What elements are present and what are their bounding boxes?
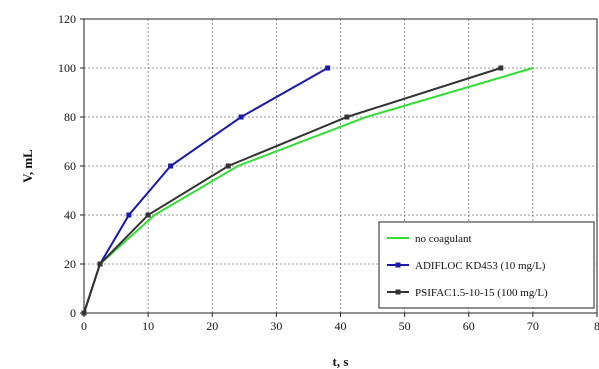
y-tick-label: 60 (64, 159, 76, 173)
x-tick-label: 70 (527, 319, 539, 333)
data-point (344, 114, 350, 120)
series-group (81, 65, 534, 316)
legend-item: no coagulant (387, 233, 472, 245)
legend-item: PSIFAC1.5-10-15 (100 mg/L) (387, 287, 548, 299)
x-tick-label: 8 (594, 319, 599, 333)
y-tick-label: 20 (64, 257, 76, 271)
x-tick-label: 50 (399, 319, 411, 333)
data-point (81, 310, 87, 316)
data-point (325, 65, 331, 71)
data-point (168, 163, 174, 169)
x-tick-label: 30 (270, 319, 282, 333)
series-3 (81, 65, 504, 316)
x-tick-label: 0 (81, 319, 87, 333)
legend-label: no coagulant (415, 233, 472, 245)
legend-item: ADIFLOC KD453 (10 mg/L) (387, 260, 546, 272)
x-axis: 0 10 20 30 40 50 60 70 8 (81, 313, 599, 333)
series-line (83, 67, 329, 314)
data-point (126, 212, 132, 218)
legend-box (378, 221, 595, 309)
x-axis-title: t, s (333, 354, 349, 369)
series-line (83, 67, 502, 314)
legend-label: PSIFAC1.5-10-15 (100 mg/L) (415, 287, 548, 299)
legend: no coagulant ADIFLOC KD453 (10 mg/L) PSIFA… (378, 221, 595, 309)
data-point (97, 261, 103, 267)
y-tick-label: 80 (64, 110, 76, 124)
x-tick-label: 60 (463, 319, 475, 333)
x-tick-label: 20 (206, 319, 218, 333)
y-axis-title: V, mL (20, 149, 35, 183)
y-tick-label: 40 (64, 208, 76, 222)
y-axis: 0 20 40 60 80 100 120 (58, 12, 84, 320)
legend-label: ADIFLOC KD453 (10 mg/L) (415, 260, 546, 272)
series-2 (81, 65, 331, 316)
data-point (498, 65, 504, 71)
y-tick-label: 100 (58, 61, 76, 75)
legend-marker (395, 289, 401, 295)
x-tick-label: 10 (142, 319, 154, 333)
data-point (145, 212, 151, 218)
y-tick-label: 0 (70, 306, 76, 320)
data-point (225, 163, 231, 169)
y-tick-label: 120 (58, 12, 76, 26)
legend-marker (395, 262, 401, 268)
x-tick-label: 40 (335, 319, 347, 333)
data-point (238, 114, 244, 120)
